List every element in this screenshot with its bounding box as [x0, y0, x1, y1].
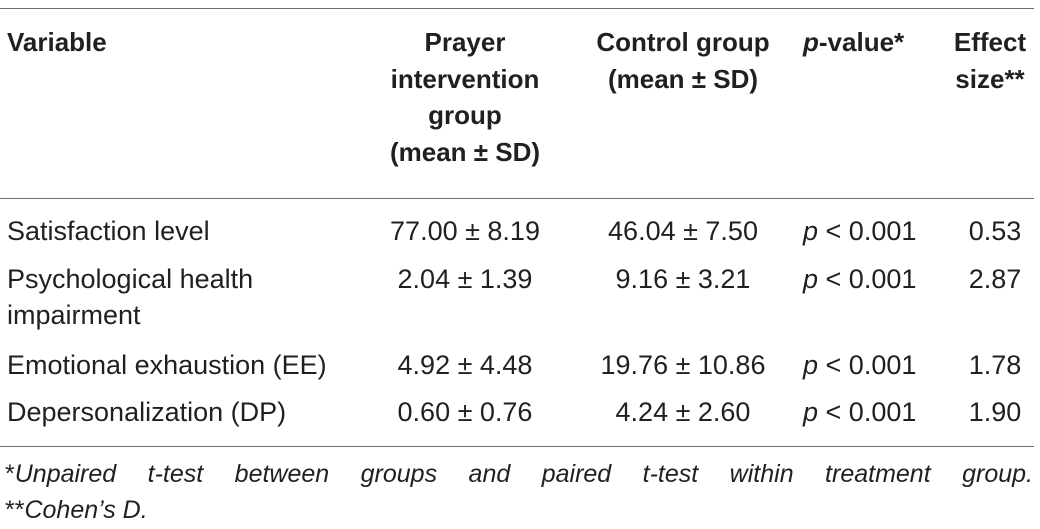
footnote-line-1: *Unpaired t-test between groups and pair…	[5, 460, 1033, 488]
row-effect-size: 2.87	[968, 264, 1022, 294]
row-variable: Psychological health impairment	[7, 264, 254, 330]
table-footnotes: *Unpaired t-test between groups and pair…	[5, 456, 1033, 528]
row-p-value: p < 0.001	[803, 397, 917, 427]
table-bottom-rule	[0, 446, 1034, 447]
row-control-value: 19.76 ± 10.86	[600, 350, 766, 380]
row-p-value: p < 0.001	[803, 216, 917, 246]
row-effect-size: 1.90	[968, 397, 1022, 427]
row-p-value: p < 0.001	[803, 264, 917, 294]
header-control-group: Control group (mean ± SD)	[596, 27, 770, 94]
row-control-value: 9.16 ± 3.21	[615, 264, 751, 294]
row-prayer-value: 77.00 ± 8.19	[390, 216, 540, 246]
table-top-rule	[0, 8, 1034, 9]
row-variable: Depersonalization (DP)	[7, 397, 287, 427]
row-prayer-value: 2.04 ± 1.39	[397, 264, 533, 294]
row-control-value: 46.04 ± 7.50	[608, 216, 758, 246]
row-variable: Emotional exhaustion (EE)	[7, 350, 327, 380]
header-p-value: p-value*	[803, 27, 905, 57]
row-effect-size: 1.78	[968, 350, 1022, 380]
footnote-line-2: **Cohen’s D.	[5, 496, 148, 524]
header-prayer-group: Prayer intervention group (mean ± SD)	[389, 27, 541, 167]
row-variable: Satisfaction level	[7, 216, 210, 246]
row-control-value: 4.24 ± 2.60	[615, 397, 751, 427]
header-bottom-rule	[0, 198, 1034, 199]
header-variable: Variable	[7, 27, 107, 57]
row-prayer-value: 4.92 ± 4.48	[397, 350, 533, 380]
row-prayer-value: 0.60 ± 0.76	[397, 397, 533, 427]
row-effect-size: 0.53	[968, 216, 1022, 246]
row-p-value: p < 0.001	[803, 350, 917, 380]
header-effect-size: Effect size**	[953, 27, 1027, 94]
